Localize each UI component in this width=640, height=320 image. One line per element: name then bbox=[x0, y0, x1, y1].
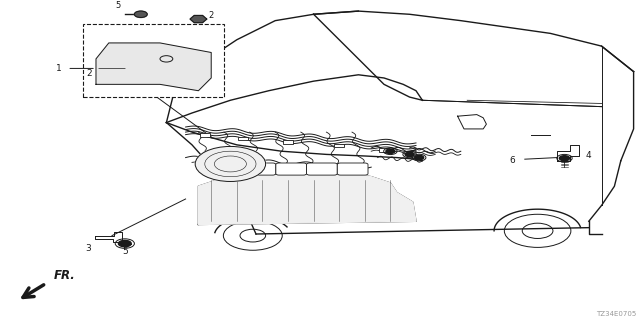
Polygon shape bbox=[190, 15, 207, 23]
Text: 2: 2 bbox=[209, 12, 214, 20]
Bar bbox=[334, 144, 344, 148]
FancyBboxPatch shape bbox=[214, 163, 245, 175]
FancyBboxPatch shape bbox=[276, 163, 307, 175]
FancyBboxPatch shape bbox=[307, 163, 337, 175]
Bar bbox=[283, 140, 293, 144]
Circle shape bbox=[386, 149, 395, 154]
Circle shape bbox=[134, 11, 147, 18]
Circle shape bbox=[559, 156, 570, 161]
Bar bbox=[200, 133, 210, 137]
Circle shape bbox=[195, 147, 266, 181]
Text: FR.: FR. bbox=[54, 269, 76, 282]
Circle shape bbox=[415, 155, 424, 160]
Text: TZ34E0705: TZ34E0705 bbox=[596, 311, 637, 317]
Circle shape bbox=[118, 240, 131, 247]
Text: 2: 2 bbox=[87, 69, 92, 78]
Circle shape bbox=[120, 65, 136, 72]
FancyBboxPatch shape bbox=[83, 24, 224, 97]
Text: 5: 5 bbox=[122, 247, 127, 256]
Polygon shape bbox=[96, 43, 211, 91]
FancyBboxPatch shape bbox=[245, 163, 276, 175]
Text: 5: 5 bbox=[116, 1, 121, 10]
Text: 3: 3 bbox=[86, 244, 91, 253]
FancyBboxPatch shape bbox=[337, 163, 368, 175]
Text: 4: 4 bbox=[586, 151, 591, 161]
Bar bbox=[379, 148, 389, 152]
Polygon shape bbox=[198, 173, 416, 224]
Circle shape bbox=[405, 152, 414, 156]
Bar bbox=[238, 137, 248, 140]
Text: 1: 1 bbox=[56, 64, 61, 73]
Text: 6: 6 bbox=[509, 156, 515, 165]
